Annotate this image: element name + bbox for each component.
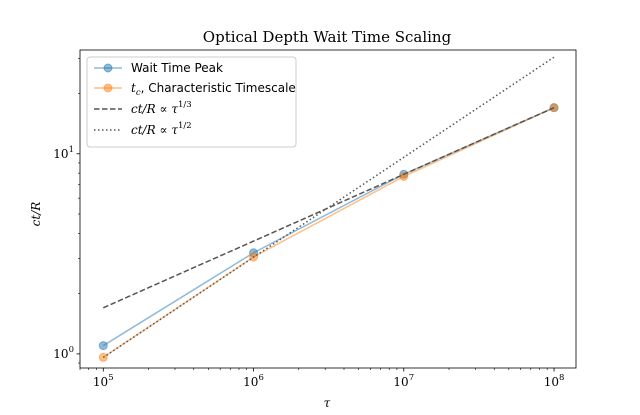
x-tick-label: 105 — [93, 373, 114, 389]
legend-swatch-marker — [103, 83, 113, 93]
legend-swatch-marker — [103, 63, 113, 73]
chart-title: Optical Depth Wait Time Scaling — [203, 28, 452, 46]
x-tick-label: 108 — [544, 373, 565, 389]
y-axis-label: ct/R — [29, 202, 43, 227]
x-tick-label: 107 — [393, 373, 414, 389]
y-tick-label: 101 — [53, 145, 74, 161]
legend-entry: ct/R ∝ τ1/2 — [131, 121, 192, 137]
series-layer — [98, 56, 559, 362]
series-point-0 — [98, 341, 108, 351]
series-line-2 — [102, 106, 555, 309]
legend-entry: ct/R ∝ τ1/3 — [131, 100, 192, 116]
series-line-1 — [102, 106, 555, 359]
y-tick-label: 100 — [53, 345, 74, 361]
legend: Wait Time Peak tc, Characteristic Timesca… — [86, 56, 297, 148]
legend-entry: tc, Characteristic Timescale — [131, 81, 296, 98]
legend-entry: Wait Time Peak — [131, 61, 223, 75]
ticks-layer: 105 106 107 108 100 101 — [53, 57, 565, 389]
x-tick-label: 106 — [243, 373, 264, 389]
series-point-1 — [549, 103, 559, 113]
legend-frame — [86, 56, 297, 148]
plot-area — [79, 49, 577, 369]
axes-frame — [79, 49, 577, 369]
x-axis-label: τ — [324, 396, 331, 410]
